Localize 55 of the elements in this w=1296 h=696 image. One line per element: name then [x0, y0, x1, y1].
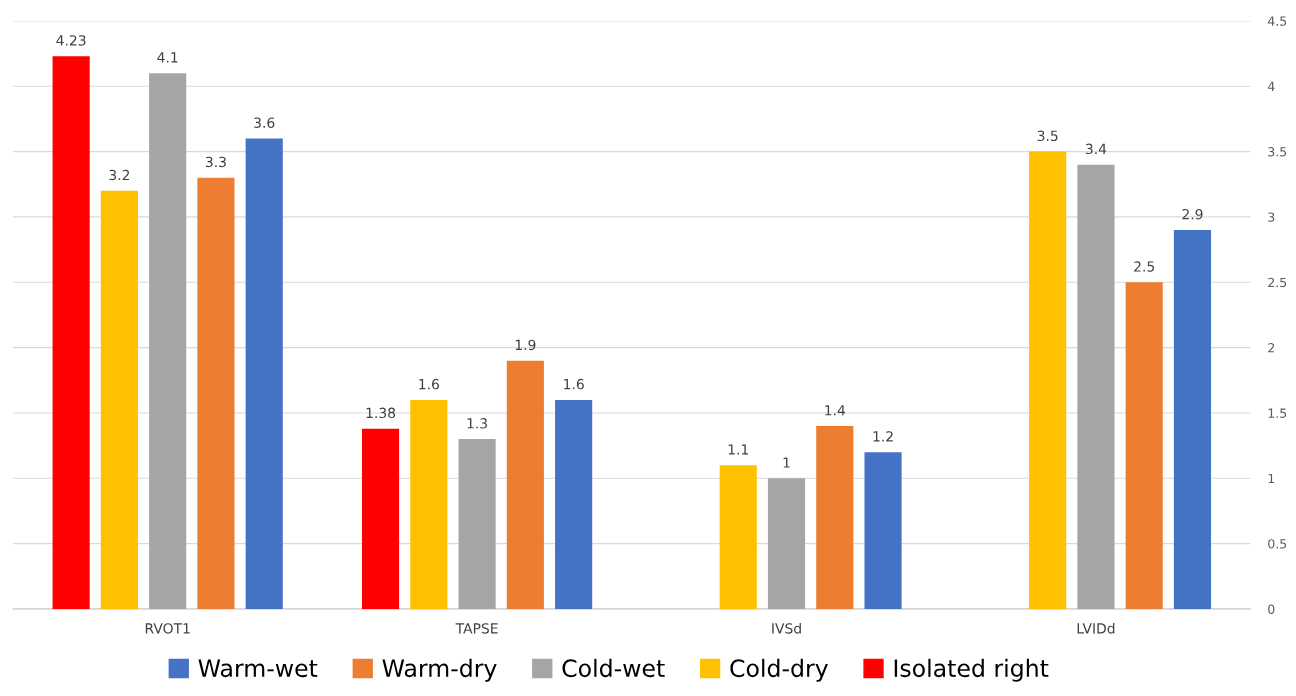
data-label: 3.3	[205, 156, 226, 168]
bar	[555, 399, 593, 609]
y-tick-label: 4.5	[1267, 16, 1287, 26]
data-label: 1.6	[564, 378, 584, 390]
y-tick-label: 2	[1268, 343, 1275, 353]
y-tick-label: 3	[1268, 212, 1275, 222]
y-tick-label: 4	[1267, 81, 1275, 91]
x-tick-label: RVOT1	[145, 623, 190, 634]
bar	[52, 56, 90, 609]
y-tick-label: 0	[1268, 604, 1275, 614]
bar	[410, 399, 448, 609]
bar	[506, 360, 544, 609]
bar	[197, 177, 235, 609]
data-label: 2.9	[1182, 208, 1203, 220]
bar	[767, 478, 806, 609]
bar	[458, 439, 496, 609]
y-tick-label: 1	[1268, 473, 1275, 484]
bar	[1029, 151, 1067, 609]
data-label: 1.1	[728, 444, 748, 455]
x-tick-label: TAPSE	[455, 623, 498, 634]
legend-label: Isolated right	[894, 658, 1049, 682]
data-label: 4.1	[157, 52, 178, 63]
x-tick-label: LVIDd	[1077, 622, 1115, 634]
legend-label: Warm-wet	[198, 659, 318, 678]
data-label: 4.23	[56, 35, 86, 46]
data-label: 1.38	[366, 407, 396, 419]
bar	[245, 138, 283, 609]
data-label: 1.4	[825, 405, 846, 416]
data-label: 1	[783, 457, 790, 468]
data-label: 3.2	[109, 169, 130, 181]
legend-label: Warm-dry	[382, 658, 497, 682]
bar	[816, 426, 854, 609]
data-label: 1.2	[873, 431, 893, 442]
data-label: 1.6	[419, 378, 439, 390]
data-label: 1.9	[515, 339, 536, 351]
data-label: 2.5	[1134, 261, 1155, 272]
y-tick-label: 0.5	[1268, 539, 1287, 549]
bar	[719, 465, 757, 609]
bar	[864, 452, 902, 609]
bar	[1077, 164, 1115, 609]
y-tick-label: 3.5	[1268, 147, 1287, 157]
legend-label: Cold-dry	[730, 658, 828, 682]
data-label: 3.5	[1037, 130, 1058, 142]
data-label: 3.4	[1085, 143, 1107, 155]
bar	[1173, 229, 1212, 609]
bar	[100, 190, 138, 609]
bar	[361, 428, 400, 609]
data-label: 1.3	[467, 418, 488, 429]
y-tick-label: 2.5	[1268, 277, 1287, 288]
x-tick-label: IVSd	[772, 622, 801, 634]
bar	[149, 73, 187, 609]
data-label: 3.6	[254, 117, 275, 128]
legend-label: Cold-wet	[562, 658, 665, 678]
y-tick-label: 1.5	[1268, 408, 1287, 418]
bar	[1125, 282, 1163, 609]
